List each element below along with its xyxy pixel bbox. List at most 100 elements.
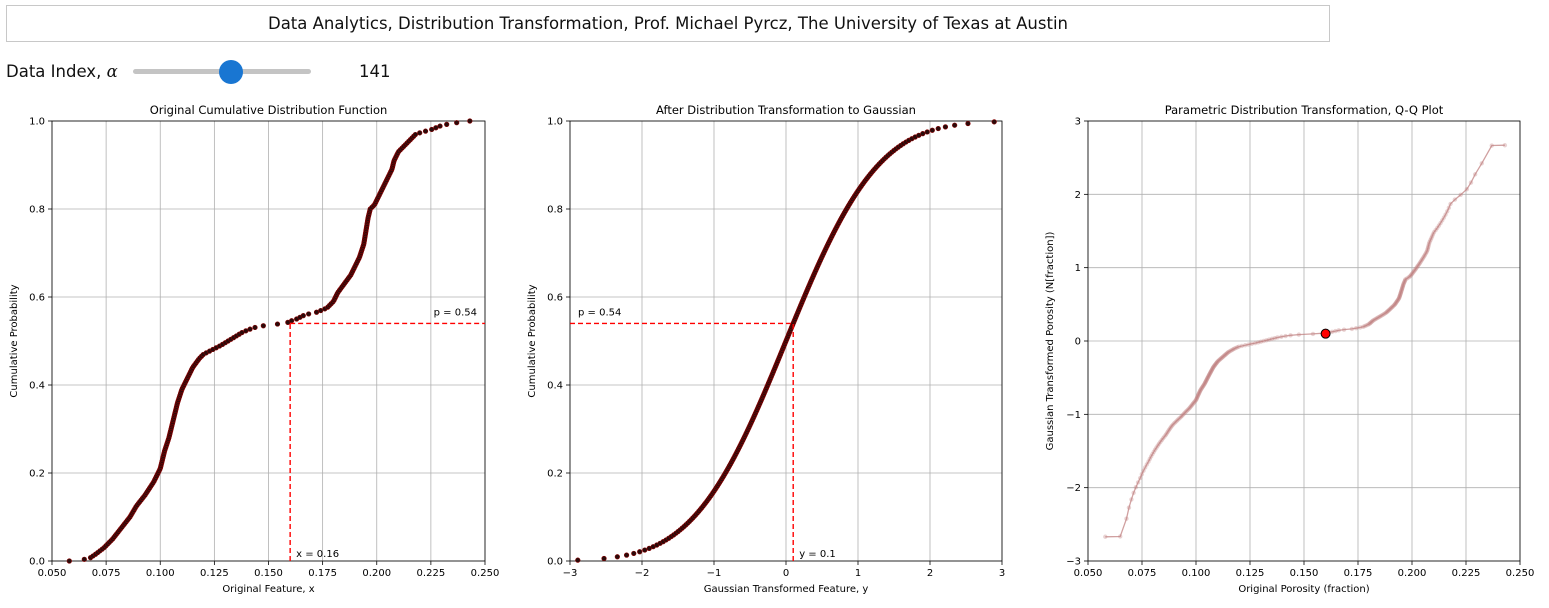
qq-point bbox=[1425, 246, 1430, 251]
x-tick-label: 1 bbox=[855, 568, 861, 579]
qq-point bbox=[1428, 237, 1433, 243]
data-point bbox=[252, 324, 258, 331]
qq-point bbox=[1165, 429, 1170, 435]
qq-point bbox=[1214, 360, 1220, 365]
qq-point bbox=[1215, 358, 1221, 364]
qq-point bbox=[1373, 316, 1379, 321]
qq-point bbox=[1176, 417, 1181, 422]
qq-point bbox=[1207, 370, 1213, 376]
qq-point bbox=[1221, 353, 1227, 359]
qq-point bbox=[1426, 244, 1431, 250]
p-value-annotation: p = 0.54 bbox=[578, 307, 621, 318]
qq-point bbox=[1417, 261, 1422, 266]
qq-point bbox=[1296, 332, 1302, 337]
x-tick-label: 0.075 bbox=[1128, 568, 1157, 579]
qq-point bbox=[1341, 327, 1347, 332]
y-tick-label: 0.0 bbox=[547, 557, 563, 568]
qq-point bbox=[1396, 296, 1402, 301]
qq-point bbox=[1180, 412, 1186, 417]
x-tick-label: 0.075 bbox=[92, 568, 121, 579]
qq-point bbox=[1397, 293, 1403, 299]
qq-point bbox=[1141, 468, 1146, 473]
qq-point bbox=[1407, 274, 1413, 279]
qq-point bbox=[1375, 315, 1380, 321]
qq-point bbox=[1173, 419, 1178, 425]
plot-frame bbox=[569, 120, 1003, 562]
data-index-slider-track[interactable] bbox=[133, 60, 311, 84]
qq-point bbox=[1204, 378, 1209, 383]
x-value-annotation: x = 0.16 bbox=[296, 549, 339, 560]
y-tick-label: 0.2 bbox=[29, 469, 45, 480]
qq-point bbox=[1198, 387, 1204, 392]
qq-point bbox=[1479, 161, 1484, 166]
qq-point bbox=[1396, 297, 1401, 302]
qq-point bbox=[1148, 454, 1154, 459]
qq-point bbox=[1358, 325, 1363, 330]
x-tick-label: 3 bbox=[999, 568, 1005, 579]
data-point bbox=[935, 125, 941, 132]
y-axis-label: Cumulative Probability bbox=[527, 284, 538, 397]
qq-point bbox=[1391, 303, 1396, 308]
qq-point bbox=[1422, 253, 1427, 259]
data-point bbox=[952, 122, 958, 128]
qq-point bbox=[1395, 298, 1400, 304]
qq-point bbox=[1399, 286, 1405, 292]
data-point bbox=[300, 313, 306, 319]
qq-point bbox=[1179, 413, 1185, 419]
data-point bbox=[637, 549, 643, 555]
qq-point bbox=[1206, 374, 1211, 379]
data-point bbox=[454, 120, 460, 126]
qq-point bbox=[1198, 388, 1203, 393]
x-tick-label: 0.200 bbox=[1398, 568, 1427, 579]
x-tick-label: 0.050 bbox=[38, 568, 67, 579]
chart-panel-1: 0.050 0.075 0.100 0.125 0.150 0.175 0.200 0.225… bbox=[9, 103, 499, 595]
qq-point bbox=[1150, 451, 1155, 457]
data-point bbox=[991, 119, 997, 125]
qq-point bbox=[1413, 266, 1419, 271]
qq-point bbox=[1208, 369, 1214, 374]
qq-point bbox=[1417, 260, 1423, 265]
qq-point bbox=[1129, 497, 1134, 502]
qq-point bbox=[1367, 320, 1373, 326]
y-tick-label: −3 bbox=[1066, 557, 1081, 568]
qq-point bbox=[1169, 423, 1174, 429]
qq-point bbox=[1160, 436, 1166, 441]
qq-points bbox=[1103, 143, 1508, 539]
qq-point bbox=[1472, 172, 1478, 177]
qq-point bbox=[1156, 441, 1162, 446]
x-tick-label: 0.150 bbox=[1290, 568, 1319, 579]
qq-point bbox=[1146, 459, 1151, 464]
qq-point bbox=[1397, 294, 1402, 299]
qq-point bbox=[1203, 379, 1208, 385]
qq-point bbox=[1429, 234, 1435, 239]
qq-point bbox=[1211, 364, 1216, 370]
qq-point bbox=[1418, 259, 1424, 264]
qq-point bbox=[1231, 346, 1237, 351]
qq-point bbox=[1464, 187, 1470, 192]
qq-point bbox=[1212, 362, 1218, 367]
qq-point bbox=[1430, 232, 1436, 237]
qq-point bbox=[1397, 295, 1402, 300]
qq-point bbox=[1205, 375, 1210, 381]
x-tick-label: 0.050 bbox=[1074, 568, 1103, 579]
data-index-slider-thumb[interactable] bbox=[218, 60, 243, 84]
qq-point bbox=[1502, 143, 1508, 148]
x-axis-label: Original Feature, x bbox=[222, 584, 314, 595]
qq-point bbox=[1377, 314, 1383, 319]
data-point bbox=[306, 311, 312, 317]
y-tick-label: 0.2 bbox=[547, 469, 563, 480]
qq-point bbox=[1258, 339, 1264, 344]
x-tick-label: 2 bbox=[927, 568, 933, 579]
y-tick-label: −2 bbox=[1066, 483, 1081, 494]
qq-point bbox=[1163, 432, 1168, 438]
data-point bbox=[437, 123, 443, 129]
qq-point bbox=[1458, 192, 1463, 197]
x-axis-label: Original Porosity (fraction) bbox=[1238, 584, 1369, 595]
data-point bbox=[260, 323, 266, 329]
qq-point bbox=[1159, 437, 1164, 443]
qq-point bbox=[1445, 209, 1450, 214]
qq-point bbox=[1207, 372, 1212, 377]
chart-panel-3: 0.050 0.075 0.100 0.125 0.150 0.175 0.200 0.225… bbox=[1045, 103, 1534, 595]
qq-point bbox=[1207, 371, 1212, 377]
data-point bbox=[444, 121, 450, 127]
